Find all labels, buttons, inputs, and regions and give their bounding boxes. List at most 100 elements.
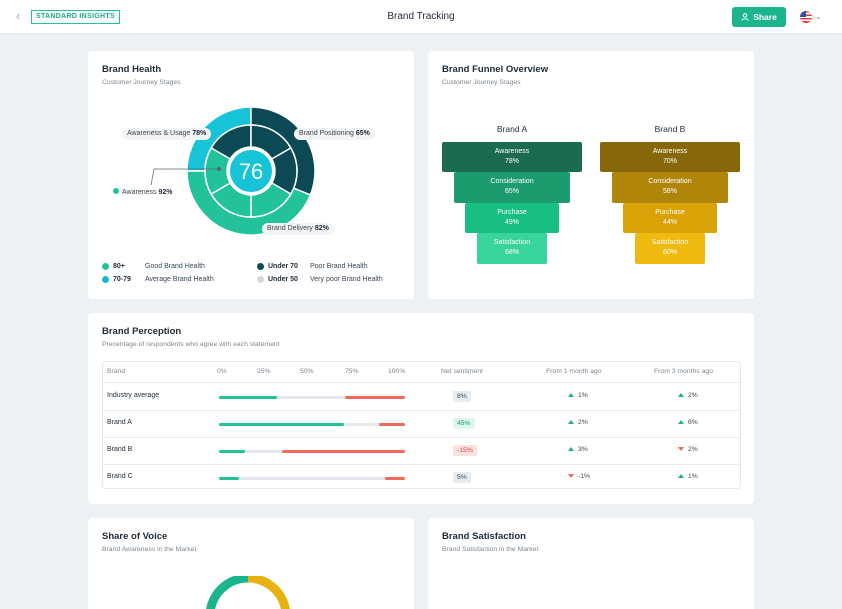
change-3-months: 2% — [678, 446, 698, 453]
legend-very-poor: Under 50 Very poor Brand Health — [257, 276, 383, 283]
brand-a-satisfaction-bar[interactable]: Satisfaction 68% — [477, 233, 547, 264]
perception-bar — [219, 395, 405, 399]
row-brand-name: Industry average — [107, 391, 160, 399]
agree-segment — [219, 449, 246, 453]
label-awareness: Awareness 92% — [108, 187, 178, 199]
col-3-months: From 3 months ago — [654, 368, 713, 375]
perception-bar — [219, 449, 405, 453]
arrow-up-icon — [678, 393, 684, 397]
funnel-subtitle: Customer Journey Stages — [442, 79, 521, 86]
row-divider — [103, 464, 740, 465]
change-1-month: 2% — [568, 419, 588, 426]
arrow-up-icon — [678, 474, 684, 478]
brand-health-score: 76 — [239, 159, 263, 184]
top-bar: ‹ STANDARD INSIGHTS Brand Tracking Share… — [0, 0, 842, 34]
share-of-voice-donut — [206, 576, 290, 609]
brand-b-purchase-bar[interactable]: Purchase 44% — [623, 203, 717, 233]
arrow-up-icon — [568, 447, 574, 451]
share-of-voice-subtitle: Brand Awareness in the Market — [102, 546, 197, 553]
arrow-up-icon — [678, 420, 684, 424]
arrow-up-icon — [568, 420, 574, 424]
perception-table: Brand 0% 25% 50% 75% 100% Net sentiment … — [102, 361, 741, 489]
net-sentiment-badge: 8% — [453, 390, 471, 402]
perception-title: Brand Perception — [102, 326, 182, 337]
back-chevron-icon[interactable]: ‹ — [16, 9, 20, 23]
logo[interactable]: STANDARD INSIGHTS — [31, 10, 120, 24]
brand-a-awareness-bar[interactable]: Awareness 78% — [442, 142, 582, 172]
net-sentiment-badge: -15% — [453, 444, 477, 456]
satisfaction-subtitle: Brand Satisfaction in the Market — [442, 546, 539, 553]
change-3-months: 6% — [678, 419, 698, 426]
legend-poor: Under 70 Poor Brand Health — [257, 263, 368, 270]
share-of-voice-title: Share of Voice — [102, 531, 168, 542]
tick-75: 75% — [345, 368, 359, 375]
satisfaction-title: Brand Satisfaction — [442, 531, 526, 542]
net-sentiment-badge: 45% — [453, 417, 475, 429]
brand-perception-card: Brand Perception Precentage of responden… — [88, 313, 754, 504]
row-divider — [103, 437, 740, 438]
arrow-up-icon — [568, 393, 574, 397]
brand-a-heading: Brand A — [496, 124, 528, 134]
disagree-segment — [384, 476, 405, 480]
user-icon — [741, 13, 749, 21]
arrow-down-icon — [568, 474, 574, 478]
disagree-segment — [345, 395, 405, 399]
row-brand-name: Brand C — [107, 472, 133, 480]
us-flag-icon[interactable] — [800, 11, 812, 23]
change-3-months: 1% — [678, 473, 698, 480]
tick-50: 50% — [300, 368, 314, 375]
share-of-voice-card: Share of Voice Brand Awareness in the Ma… — [88, 518, 414, 609]
brand-b-satisfaction-bar[interactable]: Satisfaction 60% — [635, 233, 705, 264]
label-awareness-usage: Awareness & Usage 78% — [122, 128, 212, 140]
arrow-down-icon — [678, 447, 684, 451]
middle-ring-segment-6[interactable] — [204, 146, 232, 196]
change-3-months: 2% — [678, 392, 698, 399]
score-center — [228, 148, 274, 194]
label-brand-delivery: Brand Delivery 82% — [262, 223, 334, 235]
header-divider — [103, 382, 740, 383]
brand-health-donut: 76 — [150, 106, 316, 236]
brand-b-consideration-bar[interactable]: Consideration 58% — [612, 172, 728, 203]
awareness-dot — [113, 188, 119, 194]
row-divider — [103, 410, 740, 411]
legend-average-dot — [102, 276, 109, 283]
legend-very-poor-dot — [257, 276, 264, 283]
brand-health-subtitle: Customer Journey Stages — [102, 79, 181, 86]
tick-100: 100% — [388, 368, 406, 375]
brand-a-purchase-bar[interactable]: Purchase 49% — [465, 203, 559, 233]
col-net-sentiment: Net sentiment — [441, 368, 483, 375]
col-1-month: From 1 month ago — [546, 368, 602, 375]
change-1-month: 3% — [568, 446, 588, 453]
funnel-title: Brand Funnel Overview — [442, 64, 549, 75]
change-1-month: 1% — [568, 392, 588, 399]
disagree-segment — [282, 449, 405, 453]
net-sentiment-badge: 5% — [453, 471, 471, 483]
brand-b-awareness-bar[interactable]: Awareness 70% — [600, 142, 740, 172]
brand-satisfaction-card: Brand Satisfaction Brand Satisfaction in… — [428, 518, 754, 609]
brand-health-card: Brand Health Customer Journey Stages 76 … — [88, 51, 414, 299]
chevron-down-icon[interactable]: ⌄ — [815, 12, 822, 21]
brand-b-heading: Brand B — [654, 124, 686, 134]
perception-bar — [219, 422, 405, 426]
brand-a-consideration-bar[interactable]: Consideration 65% — [454, 172, 570, 203]
page-title: Brand Tracking — [387, 11, 455, 22]
label-brand-positioning: Brand Positioning 65% — [294, 128, 375, 140]
change-1-month: -1% — [568, 473, 590, 480]
agree-segment — [219, 422, 344, 426]
agree-segment — [219, 476, 240, 480]
disagree-segment — [378, 422, 405, 426]
brand-funnel-card: Brand Funnel Overview Customer Journey S… — [428, 51, 754, 299]
awareness-pointer-line — [150, 168, 219, 186]
pointer-dot — [217, 167, 221, 171]
tick-0: 0% — [217, 368, 227, 375]
brand-health-title: Brand Health — [102, 64, 162, 75]
legend-good-dot — [102, 263, 109, 270]
row-brand-name: Brand B — [107, 445, 133, 453]
agree-segment — [219, 395, 277, 399]
legend-poor-dot — [257, 263, 264, 270]
perception-subtitle: Precentage of respondents who agree with… — [102, 341, 280, 348]
legend-good: 80+ Good Brand Health — [102, 263, 205, 270]
row-brand-name: Brand A — [107, 418, 132, 426]
tick-25: 25% — [257, 368, 271, 375]
share-button[interactable]: Share — [732, 7, 786, 27]
